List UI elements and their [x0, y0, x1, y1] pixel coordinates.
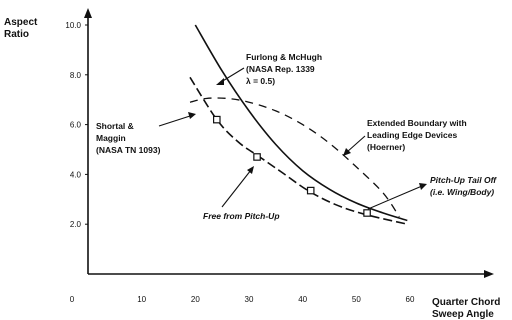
annotation-arrowhead-extended	[343, 148, 351, 156]
y-tick-label: 6.0	[70, 121, 82, 130]
square-marker	[253, 153, 261, 161]
x-tick-labels: 0 10 20 30 40 50 60	[70, 295, 415, 304]
annotation-furlong-line1: Furlong & McHugh	[246, 52, 322, 62]
annotation-arrowhead-shortal	[188, 112, 196, 119]
annotation-shortal-line3: (NASA TN 1093)	[96, 145, 161, 155]
axes	[84, 8, 494, 278]
x-axis-arrow	[484, 270, 494, 278]
square-marker	[306, 186, 315, 195]
annotation-extended-line2: Leading Edge Devices	[367, 130, 457, 140]
annotation-shortal-line2: Maggin	[96, 133, 126, 143]
x-tick-label: 40	[298, 295, 307, 304]
annotation-arrow-furlong	[220, 67, 245, 83]
series-line-long-dashed	[189, 97, 400, 218]
x-tick-label: 20	[191, 295, 200, 304]
series-layer	[189, 24, 408, 225]
x-tick-label: 60	[406, 295, 415, 304]
y-axis-title-line2: Ratio	[4, 29, 29, 40]
annotation-arrow-tailoff	[367, 185, 423, 210]
annotation-free-pitch-up: Free from Pitch-Up	[203, 211, 280, 221]
square-marker	[363, 209, 371, 217]
annotation-arrowhead-tailoff	[419, 183, 427, 190]
annotation-arrow-extended	[346, 135, 366, 153]
square-marker	[213, 115, 221, 124]
annotation-arrowhead-free-pitch-up	[247, 166, 254, 174]
y-tick-labels: 2.0 4.0 6.0 8.0 10.0	[65, 21, 88, 229]
x-tick-label: 30	[245, 295, 254, 304]
annotation-furlong-line3: λ = 0.5)	[246, 76, 275, 86]
annotation-extended-line3: (Hoerner)	[367, 142, 405, 152]
y-tick-label: 10.0	[65, 21, 81, 30]
annotation-arrowhead-furlong	[216, 78, 224, 85]
annotation-extended-line1: Extended Boundary with	[367, 118, 467, 128]
x-tick-label: 0	[70, 295, 75, 304]
y-tick-label: 4.0	[70, 170, 82, 179]
x-axis-title-line2: Sweep Angle	[432, 309, 494, 320]
annotation-tailoff-line2: (i.e. Wing/Body)	[430, 187, 494, 197]
annotation-arrow-free-pitch-up	[221, 169, 252, 208]
x-axis-title-line1: Quarter Chord	[432, 297, 500, 308]
y-tick-label: 2.0	[70, 220, 82, 229]
y-axis-title-line1: Aspect	[4, 17, 38, 28]
annotation-furlong-line2: (NASA Rep. 1339	[246, 64, 315, 74]
x-tick-label: 50	[352, 295, 361, 304]
x-tick-label: 10	[137, 295, 146, 304]
marker-layer	[213, 115, 371, 217]
annotation-arrow-shortal	[158, 115, 191, 127]
annotation-shortal-line1: Shortal &	[96, 121, 134, 131]
series-line-dashed	[189, 76, 408, 225]
y-tick-label: 8.0	[70, 71, 82, 80]
y-axis-arrow	[84, 8, 92, 18]
annotation-tailoff-line1: Pitch-Up Tail Off	[430, 175, 497, 185]
annotations: Furlong & McHugh (NASA Rep. 1339 λ = 0.5…	[96, 52, 497, 221]
series-line-solid	[194, 24, 408, 222]
